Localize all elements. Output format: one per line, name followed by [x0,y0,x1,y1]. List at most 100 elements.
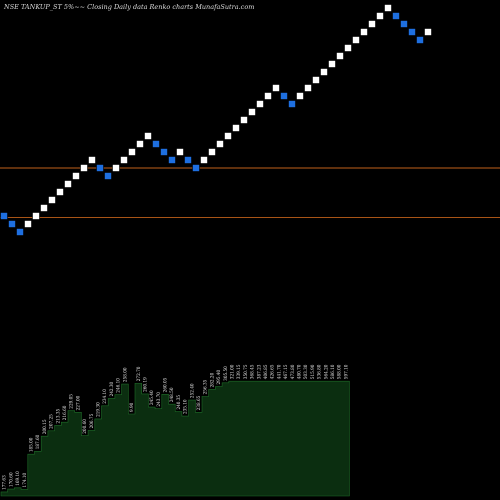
renko-brick-up [360,28,368,36]
renko-brick-up [272,84,280,92]
renko-brick-up [128,148,136,156]
renko-brick-up [224,132,232,140]
renko-brick-down [104,172,112,180]
volume-label: 243.70 [156,392,161,407]
volume-label: 305.50 [223,366,228,381]
renko-brick-up [48,196,56,204]
volume-label: 467.15 [283,364,288,379]
volume-label: 174.10 [22,472,27,487]
volume-label: 426.65 [270,364,275,379]
renko-brick-down [408,28,416,36]
volume-label: 282.20 [209,372,214,387]
renko-brick-up [88,156,96,164]
volume-label: 515.90 [310,364,315,379]
renko-brick-down [0,212,8,220]
renko-brick-down [152,140,160,148]
renko-brick-down [96,164,104,172]
volume-label: 473.80 [290,364,295,379]
renko-brick-up [384,4,392,12]
volume-label: 187.60 [35,434,40,449]
renko-brick-down [416,36,424,44]
renko-brick-up [80,164,88,172]
volume-label: 339.15 [236,364,241,379]
renko-brick-up [64,180,72,188]
renko-brick-down [8,220,16,228]
volume-label: 564.20 [323,364,328,379]
volume-label: 246.10 [116,378,121,393]
volume-label: 536.80 [317,364,322,379]
renko-brick-up [344,44,352,52]
renko-brick-down [168,156,176,164]
renko-brick-up [176,148,184,156]
renko-brick-up [320,68,328,76]
renko-brick-up [264,92,272,100]
renko-brick-up [216,140,224,148]
renko-brick-up [424,28,432,36]
renko-brick-down [160,148,168,156]
volume-label: 368.45 [250,364,255,379]
volume-label: 406.85 [263,364,268,379]
renko-brick-up [328,60,336,68]
renko-brick-up [296,92,304,100]
volume-label: 227.00 [75,395,80,410]
volume-label: 256.35 [203,379,208,394]
volume-label: 200.15 [42,419,47,434]
renko-brick-up [120,156,128,164]
renko-brick-up [208,148,216,156]
volume-label: 238.65 [196,395,201,410]
volume-label: 295.40 [216,370,221,385]
volume-label: 200.60 [82,419,87,434]
volume-label: 206.75 [89,413,94,428]
volume-label: 207.25 [49,414,54,429]
chart-title: NSE TANKUP_ST 5%~~ Closing Daily data Re… [3,3,254,11]
volume-label: 321.00 [230,364,235,379]
volume-label: 229.05 [69,394,74,409]
volume-label: 272.70 [136,366,141,381]
renko-brick-up [248,108,256,116]
volume-label: 586.10 [330,364,335,379]
volume-label: 245.40 [149,390,154,405]
volume-label: 240.35 [176,395,181,410]
volume-label: 260.19 [142,377,147,392]
volume-label: 350.75 [243,364,248,379]
volume-label: 387.23 [256,364,261,379]
volume-label: 9.90 [129,402,134,412]
renko-brick-up [112,164,120,172]
renko-brick-up [256,100,264,108]
volume-label: 219.30 [96,402,101,417]
volume-label: 588.00 [337,364,342,379]
renko-brick-down [400,20,408,28]
renko-brick-up [376,12,384,20]
volume-label: 248.50 [169,387,174,402]
renko-brick-up [232,124,240,132]
volume-label: 213.35 [55,408,60,423]
renko-brick-up [312,76,320,84]
renko-brick-down [16,228,24,236]
volume-label: 185.00 [29,437,34,452]
volume-label: 503.30 [303,364,308,379]
volume-label: 234.10 [102,389,107,404]
renko-brick-up [40,204,48,212]
volume-label: 441.70 [276,364,281,379]
volume-label: 216.60 [62,405,67,420]
renko-brick-down [392,12,400,20]
renko-brick-up [56,188,64,196]
volume-label: 177.63 [2,475,7,490]
renko-bricks [0,4,432,236]
renko-brick-up [24,220,32,228]
renko-brick-up [368,20,376,28]
volume-label: 260.05 [163,377,168,392]
volume-label: 480.70 [297,364,302,379]
volume-area [0,380,350,497]
renko-brick-down [288,100,296,108]
renko-brick-up [304,84,312,92]
renko-brick-up [136,140,144,148]
renko-brick-up [200,156,208,164]
volume-label: 170.60 [8,472,13,487]
volume-label: 242.30 [109,381,114,396]
renko-brick-up [352,36,360,44]
renko-brick-down [184,156,192,164]
